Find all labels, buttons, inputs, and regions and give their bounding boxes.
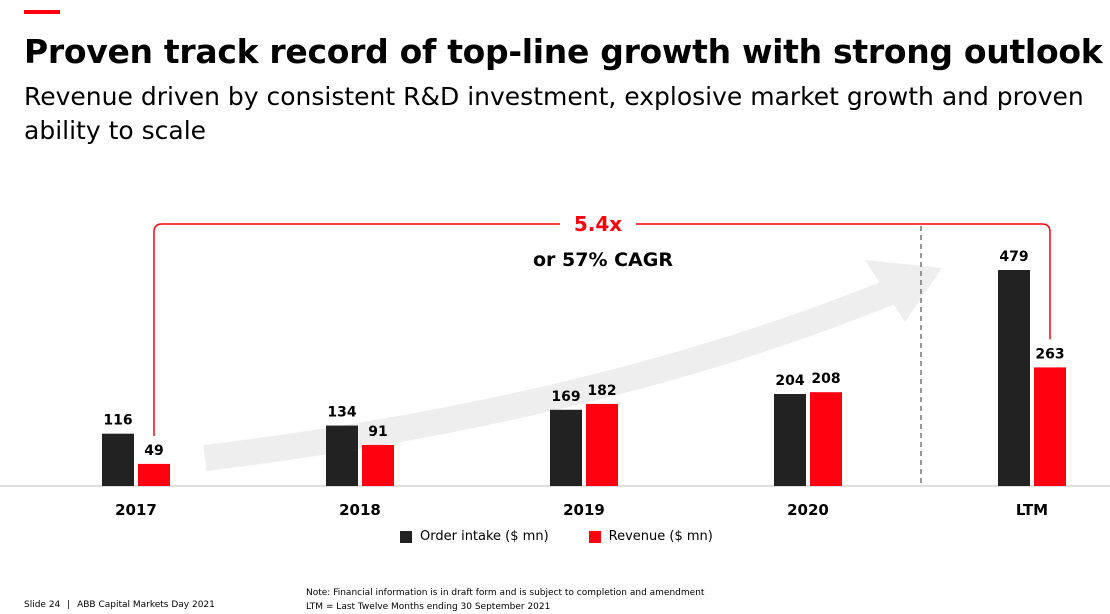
legend-item-order-intake: Order intake ($ mn) — [400, 529, 549, 544]
bar-order-intake-2017 — [102, 433, 134, 486]
bar-revenue-2017 — [138, 463, 170, 486]
bar-revenue-ltm — [1034, 367, 1066, 486]
growth-arrow-head — [865, 260, 942, 322]
page-subtitle: Revenue driven by consistent R&D investm… — [24, 82, 1084, 145]
data-label-revenue-ltm: 263 — [1035, 346, 1064, 362]
data-label-revenue-2020: 208 — [811, 371, 840, 387]
bar-revenue-2020 — [810, 392, 842, 486]
category-label-2018: 2018 — [339, 501, 381, 519]
data-label-order-intake-ltm: 479 — [999, 249, 1028, 265]
category-label-2017: 2017 — [115, 501, 157, 519]
bar-revenue-2018 — [362, 444, 394, 486]
bar-revenue-2019 — [586, 403, 618, 486]
growth-arrow-shaft — [203, 279, 895, 471]
legend-label-order-intake: Order intake ($ mn) — [420, 529, 549, 544]
bar-order-intake-2020 — [774, 394, 806, 486]
data-label-revenue-2019: 182 — [587, 383, 616, 399]
data-label-revenue-2017: 49 — [144, 443, 163, 459]
data-label-order-intake-2020: 204 — [775, 373, 804, 389]
footnote-ltm: LTM = Last Twelve Months ending 30 Septe… — [306, 602, 551, 612]
footnote-draft: Note: Financial information is in draft … — [306, 588, 705, 598]
growth-bracket — [153, 223, 1051, 436]
chart-legend: Order intake ($ mn) Revenue ($ mn) — [400, 529, 753, 544]
accent-bar — [24, 10, 60, 14]
category-label-2019: 2019 — [563, 501, 605, 519]
growth-multiple-label: 5.4x — [574, 212, 622, 236]
slide-number: Slide 24 — [24, 600, 61, 610]
page-title: Proven track record of top-line growth w… — [24, 32, 1103, 71]
slide-footer: Slide 24 | ABB Capital Markets Day 2021 — [24, 600, 215, 610]
legend-item-revenue: Revenue ($ mn) — [588, 529, 713, 544]
footer-separator: | — [67, 600, 71, 610]
bar-order-intake-2018 — [326, 425, 358, 486]
data-label-order-intake-2019: 169 — [551, 389, 580, 405]
category-label-2020: 2020 — [787, 501, 829, 519]
data-label-order-intake-2018: 134 — [327, 405, 356, 421]
data-label-revenue-2018: 91 — [368, 424, 387, 440]
event-name: ABB Capital Markets Day 2021 — [77, 600, 215, 610]
bar-order-intake-2019 — [550, 409, 582, 486]
legend-label-revenue: Revenue ($ mn) — [608, 529, 713, 544]
category-label-ltm: LTM — [1016, 501, 1048, 519]
cagr-label: or 57% CAGR — [533, 249, 673, 271]
data-label-order-intake-2017: 116 — [103, 413, 132, 429]
legend-swatch-revenue — [588, 530, 601, 543]
footnote: Note: Financial information is in draft … — [306, 586, 704, 614]
legend-swatch-order-intake — [400, 530, 412, 543]
bar-order-intake-ltm — [998, 270, 1030, 486]
